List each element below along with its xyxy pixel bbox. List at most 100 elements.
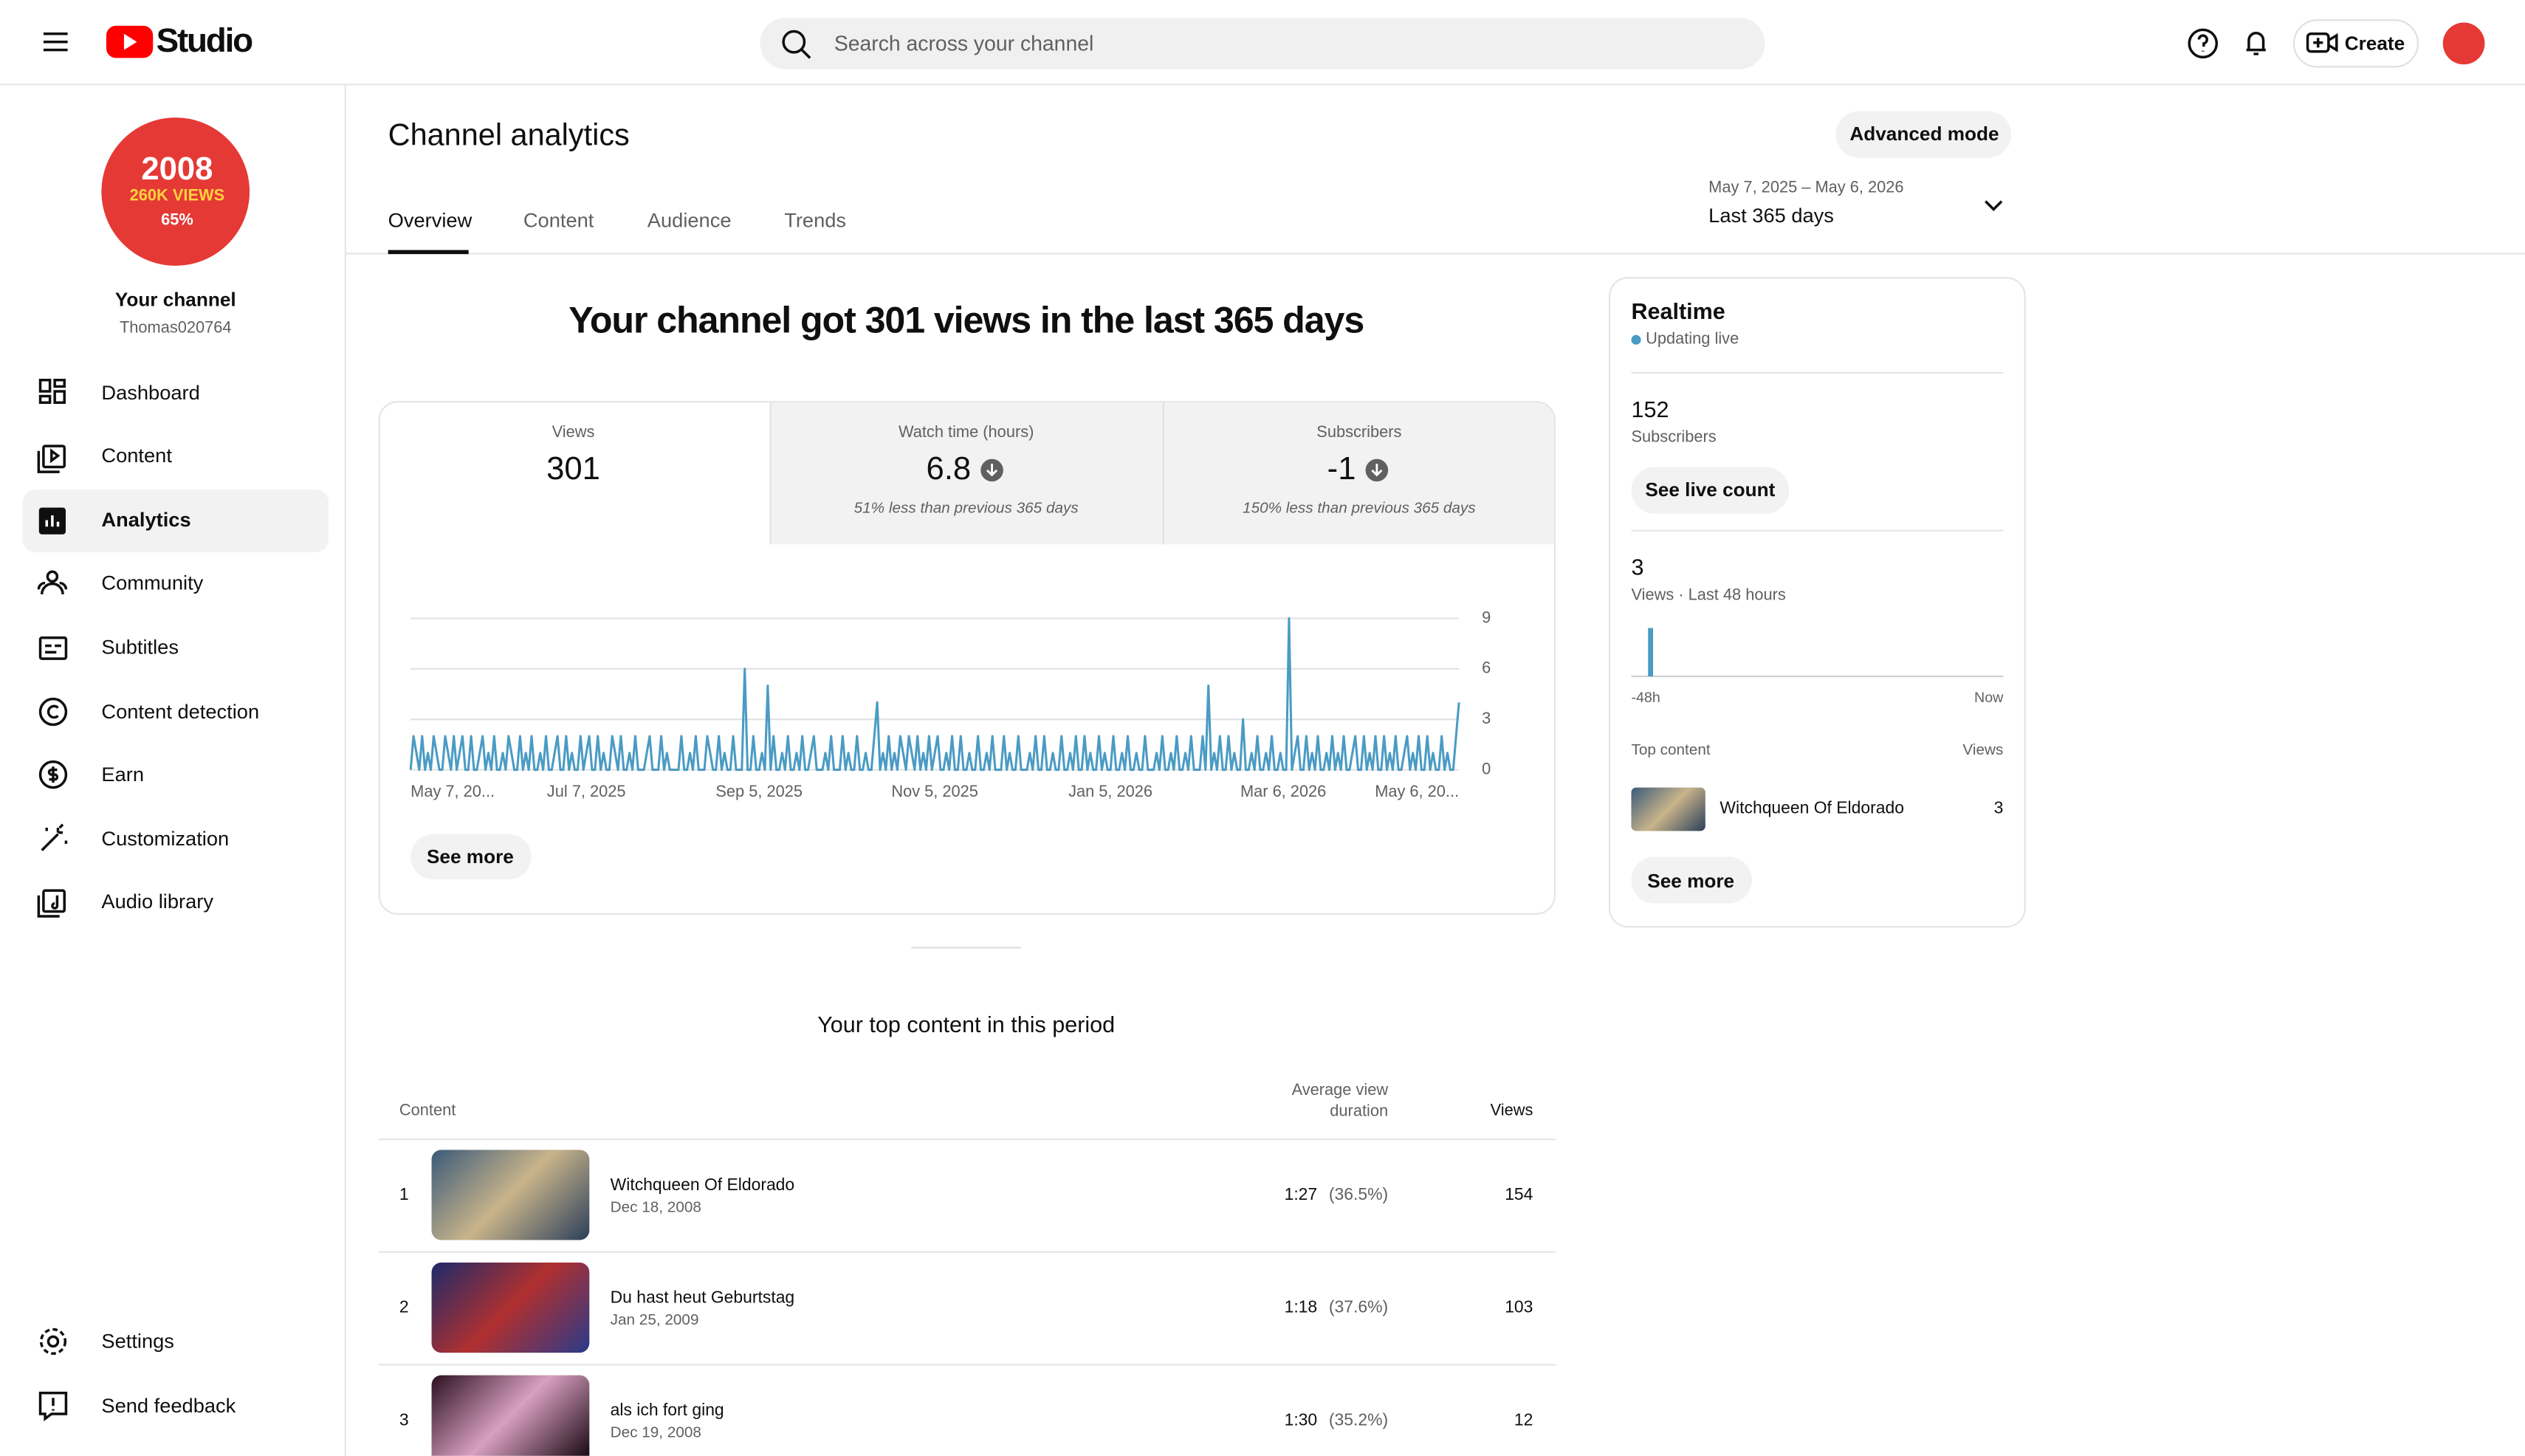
realtime-title: Realtime [1631,298,1725,324]
metric-value[interactable]: 301 [546,451,600,487]
column-header: Average view duration [1291,1082,1389,1122]
advanced-mode-label[interactable]: Advanced mode [1849,122,1999,145]
views: 103 [1505,1297,1533,1318]
create-label[interactable]: Create [2344,32,2405,55]
thumbnail[interactable] [431,1150,590,1240]
tab[interactable]: Overview [388,209,473,233]
nav-item[interactable]: Send feedback [101,1394,236,1418]
sidebar [0,85,346,1456]
subscriber-label: Subscribers [1631,429,1717,447]
video-title[interactable]: Du hast heut Geburtstag [610,1288,795,1308]
nav-selected [22,490,329,553]
divider [1631,529,2004,532]
metric-label[interactable]: Watch time (hours) [898,424,1034,442]
tab[interactable]: Trends [784,209,847,233]
see-more-button[interactable] [1631,856,1753,904]
x-tick-label: Jul 7, 2025 [547,782,626,800]
see-more-button[interactable] [410,834,532,879]
subscriber-count: 152 [1631,396,1669,422]
rank: 1 [399,1185,409,1205]
page-title: Channel analytics [388,119,630,154]
duration-percent: (36.5%) [1328,1185,1389,1205]
video-date: Dec 18, 2008 [610,1198,701,1217]
divider [911,947,1021,949]
search-placeholder[interactable]: Search across your channel [834,31,1094,56]
y-tick-label: 6 [1482,659,1491,677]
row-line [378,1251,1556,1253]
see-more-label[interactable]: See more [1647,869,1735,893]
x-tick-label: Nov 5, 2025 [891,782,978,800]
nav-item[interactable]: Dashboard [101,381,200,405]
row-line [378,1364,1556,1366]
thumbnail[interactable] [431,1375,590,1456]
search-bar[interactable] [760,17,1765,69]
nav-item[interactable]: Analytics [101,509,191,532]
metric-label[interactable]: Views [552,424,595,442]
thumbnail[interactable] [1631,787,1705,831]
period[interactable]: Last 365 days [1708,205,1834,227]
tab[interactable]: Audience [647,209,732,233]
metric-note: 150% less than previous 365 days [1243,500,1476,518]
column-header: Views [1962,741,2004,760]
metric-label[interactable]: Subscribers [1316,424,1402,442]
see-more-label[interactable]: See more [426,845,514,868]
views: 12 [1514,1410,1533,1430]
views: 154 [1505,1185,1533,1205]
tab[interactable]: Content [523,209,594,233]
x-tick-label: May 7, 20... [410,782,495,800]
metric-tabs-bg [769,402,1554,545]
video-title[interactable]: als ich fort ging [610,1401,724,1421]
axis-label: Now [1974,689,2004,706]
divider [1162,402,1164,545]
realtime-status: Updating live [1646,331,1739,349]
see-live-count-button[interactable] [1631,467,1790,514]
y-tick-label: 0 [1482,759,1491,777]
nav-item[interactable]: Earn [101,763,145,786]
video-title[interactable]: Witchqueen Of Eldorado [610,1175,795,1195]
video-date: Jan 25, 2009 [610,1311,699,1330]
bar [1648,628,1654,677]
create-button[interactable] [2292,19,2419,68]
avatar-text: 2008 [141,152,213,188]
nav-item[interactable]: Content [101,444,172,467]
nav-item[interactable]: Content detection [101,700,260,724]
channel-title[interactable]: Your channel [114,288,236,311]
see-live-count-label[interactable]: See live count [1645,478,1776,501]
date-range[interactable]: May 7, 2025 – May 6, 2026 [1708,179,1904,198]
x-tick-label: May 6, 20... [1375,782,1459,800]
divider [346,253,2525,255]
row-line [378,1139,1556,1141]
axis-label: -48h [1631,689,1660,706]
top-content-title: Your top content in this period [817,1011,1116,1037]
avatar-text: 65% [161,211,193,230]
thumbnail[interactable] [431,1262,590,1353]
duration: 1:18 [1284,1297,1318,1318]
metric-value[interactable]: -1 [1327,451,1356,487]
nav-item[interactable]: Audio library [101,890,213,913]
divider [1631,371,2004,374]
y-tick-label: 9 [1482,608,1491,626]
metric-value[interactable]: 6.8 [926,451,972,487]
nav-item[interactable]: Customization [101,828,230,851]
column-header: Views [1490,1102,1533,1120]
rank: 3 [399,1410,409,1430]
metric-note: 51% less than previous 365 days [853,500,1079,518]
nav-item[interactable]: Community [101,571,204,594]
duration: 1:27 [1284,1185,1318,1205]
video-date: Dec 19, 2008 [610,1424,701,1443]
x-tick-label: Jan 5, 2026 [1068,782,1152,800]
nav-item[interactable]: Subtitles [101,636,179,659]
advanced-mode-button[interactable] [1835,111,2012,158]
headline: Your channel got 301 views in the last 3… [568,298,1364,341]
logo-text[interactable]: Studio [156,22,254,60]
video-views: 3 [1993,798,2004,819]
duration-percent: (37.6%) [1328,1297,1389,1318]
nav-item[interactable]: Settings [101,1330,174,1353]
avatar-text: 260K VIEWS [129,188,225,206]
duration-percent: (35.2%) [1328,1410,1389,1430]
video-title[interactable]: Witchqueen Of Eldorado [1720,798,1904,819]
realtime-views: 3 [1631,554,1644,580]
